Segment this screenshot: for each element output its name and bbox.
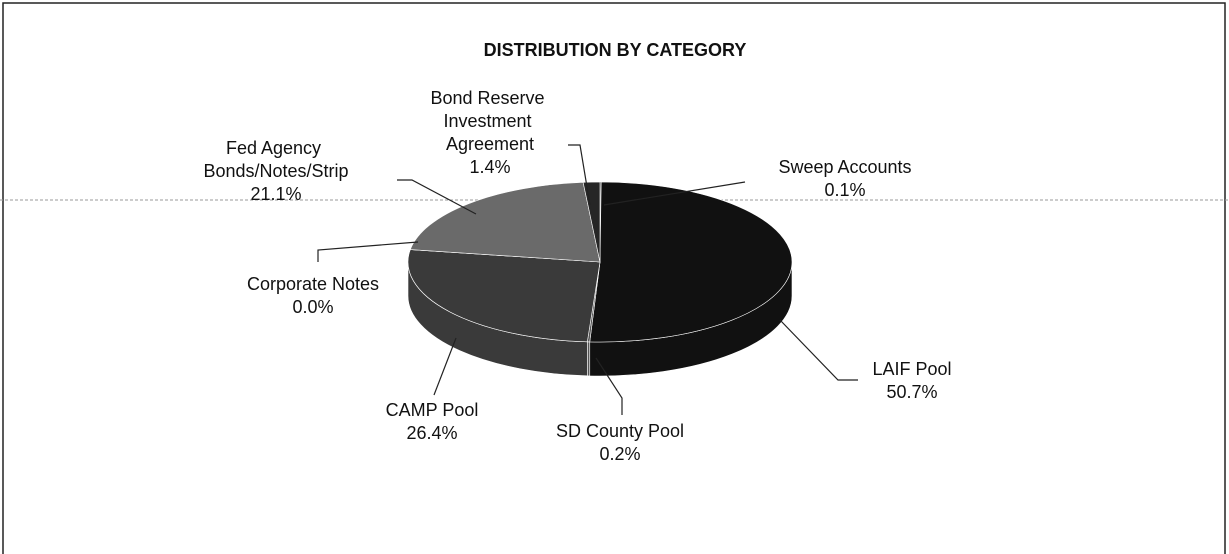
category-label: Sweep Accounts — [778, 157, 911, 177]
category-label: Bond Reserve Investment Agreement — [430, 88, 549, 154]
leader-line — [779, 319, 858, 381]
slice-top — [582, 181, 601, 263]
slice-top — [409, 182, 601, 263]
value-label: 0.1% — [824, 180, 865, 200]
leader-line — [568, 144, 591, 206]
slice — [409, 182, 601, 263]
leader-line — [433, 337, 457, 396]
category-label: LAIF Pool — [872, 359, 951, 379]
category-label: Corporate Notes — [247, 274, 379, 294]
leader-line — [397, 179, 477, 215]
slice — [589, 181, 793, 377]
category-label: CAMP Pool — [386, 400, 479, 420]
category-label: Fed Agency Bonds/Notes/Strip — [203, 138, 348, 181]
value-label: 1.4% — [469, 157, 510, 177]
value-label: 0.2% — [599, 444, 640, 464]
value-label: 0.0% — [292, 297, 333, 317]
leader-line — [317, 241, 419, 262]
slice-top — [589, 181, 793, 343]
value-label: 50.7% — [886, 382, 937, 402]
leader-line — [595, 357, 623, 415]
slice-side — [587, 341, 591, 377]
slice — [407, 249, 601, 377]
category-label: SD County Pool — [556, 421, 684, 441]
leader-line — [603, 181, 746, 206]
slice — [582, 181, 601, 263]
chart-title: DISTRIBUTION BY CATEGORY — [484, 40, 747, 60]
slice-top — [407, 249, 601, 343]
value-label: 21.1% — [250, 184, 301, 204]
value-label: 26.4% — [406, 423, 457, 443]
